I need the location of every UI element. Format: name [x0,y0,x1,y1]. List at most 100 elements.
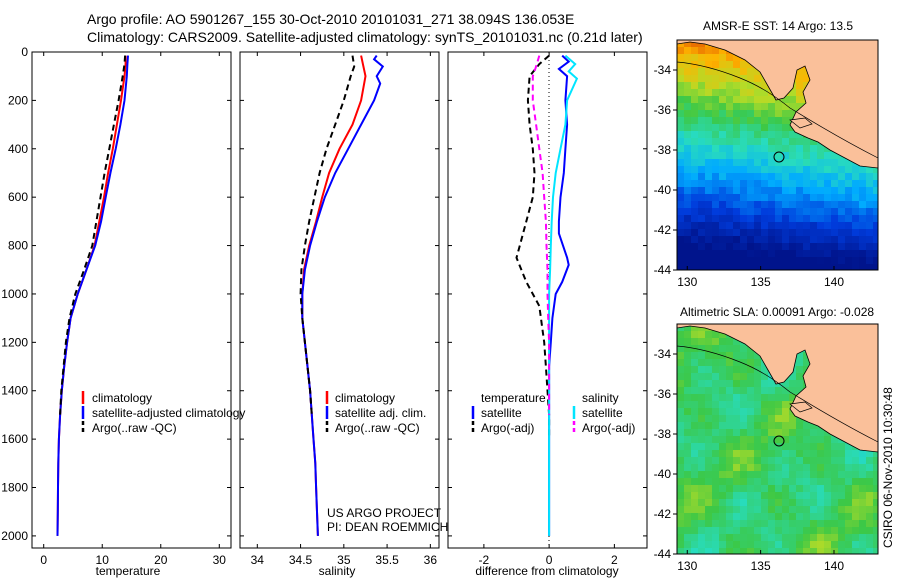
sla-cell [796,513,804,521]
sst-cell [684,215,692,223]
sst-cell [698,110,706,118]
sst-cell [796,138,804,146]
sst-cell [782,208,790,216]
sla-cell [719,345,727,353]
sla-cell [726,352,734,360]
sla-cell [782,548,790,554]
sla-cell [768,394,776,402]
sla-cell [775,471,783,479]
sst-cell [852,194,860,202]
sla-cell [733,541,741,549]
sst-cell [698,264,706,270]
sst-cell [726,124,734,132]
sla-cell [789,485,797,493]
sla-cell [768,387,776,395]
sst-cell [705,103,713,111]
sst-cell [705,117,713,125]
sst-island [789,117,813,129]
sst-cell [824,243,832,251]
sla-cell [726,401,734,409]
sst-cell [754,166,762,174]
sst-cell [754,159,762,167]
temperature-axes-box [31,51,232,549]
sla-cell [782,534,790,542]
sst-cell [747,201,755,209]
sla-cell [726,338,734,346]
sst-cell [810,173,818,181]
sla-cell [726,506,734,514]
sla-cell [845,506,853,514]
sla-cell [705,485,713,493]
sla-cell [677,345,685,353]
sst-cell [789,180,797,188]
map-x-tick-label: 140 [824,275,844,289]
sst-cell [789,138,797,146]
sst-cell [733,82,741,90]
sla-cell [782,457,790,465]
sst-cell [698,61,706,69]
sst-cell [684,103,692,111]
sst-cell [782,131,790,139]
sst-cell [726,152,734,160]
sla-cell [761,366,769,374]
sla-cell [824,513,832,521]
depth-tick-label: 1400 [1,384,28,398]
sla-cell [733,429,741,437]
difference-ticks: -2 0 2 [448,51,647,567]
sla-cell [726,471,734,479]
sla-cell [768,478,776,486]
sst-land-mass [677,40,878,169]
sst-cell [691,103,699,111]
sla-cell [747,513,755,521]
sla-cell [740,548,748,554]
map-y-tick-label: -40 [654,183,672,197]
sst-cell [698,152,706,160]
sst-cell [810,152,818,160]
sla-cell [705,464,713,472]
sst-cell [782,229,790,237]
sla-cell [768,408,776,416]
sla-cell [698,478,706,486]
sst-cell [740,236,748,244]
sla-cell [712,422,720,430]
sst-cell [747,194,755,202]
sla-cell [712,415,720,423]
sst-cell [873,222,878,230]
sla-cell [754,471,762,479]
sla-cell [684,527,692,535]
sla-cell [726,436,734,444]
sst-cell [768,194,776,202]
sst-cell [775,215,783,223]
sst-cell [859,222,867,230]
sla-cell [677,394,685,402]
sla-cell [677,366,685,374]
sla-cell [754,408,762,416]
sst-cell [712,131,720,139]
sla-cell [726,464,734,472]
sla-cell [705,366,713,374]
sst-cell [740,96,748,104]
sst-cell [782,222,790,230]
sla-cell [775,513,783,521]
depth-tick-label: 2000 [1,529,28,543]
sst-cell [803,173,811,181]
sla-cell [824,506,832,514]
sla-cell [733,359,741,367]
sla-cell [705,394,713,402]
sla-cell [740,541,748,549]
sst-cell [817,166,825,174]
x-tick-label: 10 [96,553,110,567]
sla-cell [698,534,706,542]
sla-cell [747,443,755,451]
sst-cell [796,264,804,270]
sla-cell [691,471,699,479]
sst-cell [859,201,867,209]
sst-cell [747,180,755,188]
sst-cell [698,138,706,146]
sst-cell [719,250,727,258]
x-tick-label: 0 [546,553,553,567]
sst-cell [712,222,720,230]
sst-cell [740,159,748,167]
depth-tick-label: 600 [8,190,28,204]
sla-cell [719,527,727,535]
